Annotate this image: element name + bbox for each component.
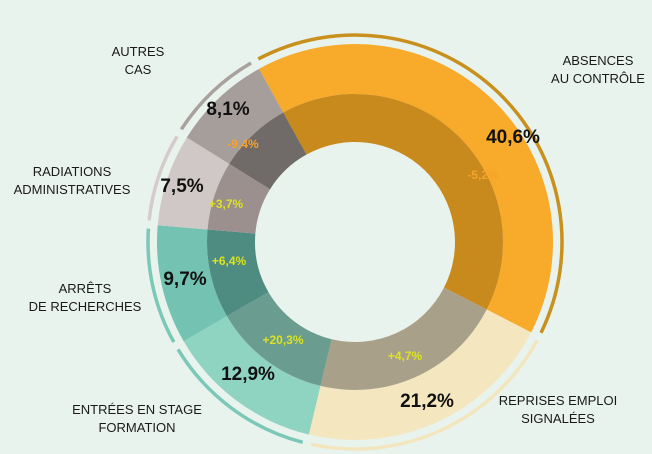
outer-arc — [147, 135, 179, 221]
value-label: 21,2% — [400, 391, 454, 412]
value-label: 9,7% — [163, 269, 206, 290]
change-label: -9,4% — [227, 137, 259, 151]
value-label: 7,5% — [160, 176, 203, 197]
change-label: +3,7% — [209, 197, 244, 211]
inner-segment — [283, 93, 503, 310]
outer-arc — [146, 228, 176, 343]
inner-segment — [320, 287, 487, 390]
outer-segment — [259, 43, 553, 333]
inner-segment — [226, 292, 332, 386]
change-label: +6,4% — [212, 254, 247, 268]
category-label: REPRISES EMPLOI SIGNALÉES — [499, 393, 617, 426]
inner-segment — [207, 229, 269, 317]
outer-segment — [308, 309, 532, 440]
outer-arc — [257, 33, 564, 334]
category-label: RADIATIONS ADMINISTRATIVES — [14, 164, 131, 197]
outer-segment — [183, 316, 321, 435]
category-label: AUTRES CAS — [112, 44, 165, 77]
value-label: 8,1% — [206, 99, 249, 120]
outer-segment — [157, 225, 227, 342]
value-label: 40,6% — [486, 127, 540, 148]
outer-arc — [310, 339, 539, 451]
inner-segment — [229, 112, 307, 190]
category-label: ARRÊTS DE RECHERCHES — [29, 281, 142, 314]
category-label: ENTRÉES EN STAGE FORMATION — [72, 402, 202, 435]
inner-segment — [207, 163, 271, 234]
outer-segment — [186, 68, 284, 164]
outer-arc — [176, 348, 304, 444]
value-label: 12,9% — [221, 364, 275, 385]
change-label: +4,7% — [388, 349, 423, 363]
outer-arc — [179, 61, 252, 131]
category-label: ABSENCES AU CONTRÔLE — [551, 53, 645, 86]
outer-segment — [157, 137, 230, 230]
change-label: +20,3% — [262, 333, 303, 347]
change-label: -5,2% — [467, 168, 499, 182]
